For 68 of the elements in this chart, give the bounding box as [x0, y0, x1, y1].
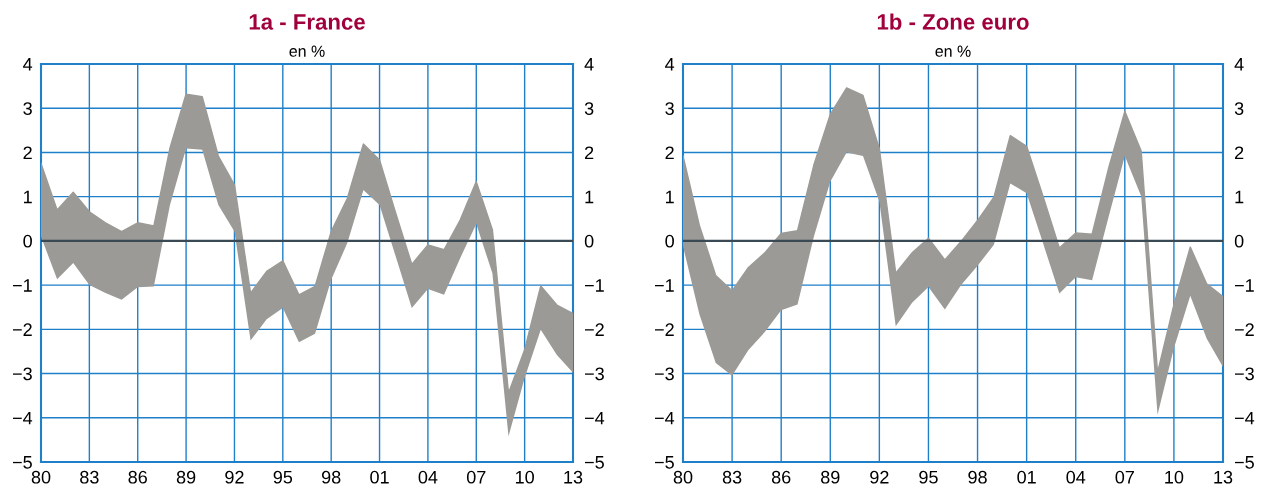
y-tick-label: 4: [23, 58, 33, 71]
x-tick-label: 89: [176, 470, 196, 484]
x-tick-label: 92: [870, 470, 889, 484]
y-tick-label: 4: [665, 58, 675, 71]
y-tick-label: 1: [24, 190, 32, 204]
x-tick-label: 04: [418, 470, 438, 484]
x-tick-label: 13: [564, 470, 583, 484]
y2-tick-label: −1: [585, 279, 604, 292]
x-tick-label: 04: [1066, 470, 1086, 484]
y-tick-label: 0: [23, 234, 32, 248]
x-tick-label: 92: [225, 470, 244, 484]
x-tick-label: 10: [1165, 470, 1184, 484]
x-tick-label: 95: [273, 470, 293, 484]
x-tick-label: 98: [321, 470, 341, 484]
y-tick-label: −4: [12, 411, 33, 425]
x-tick-label: 95: [919, 470, 938, 484]
chart-title: 1a - France: [249, 14, 365, 30]
x-tick-label: 86: [128, 470, 147, 484]
y-tick-label: 2: [665, 146, 674, 159]
x-tick-label: 13: [1214, 470, 1233, 484]
x-tick-label: 89: [821, 470, 840, 484]
y-tick-label: 3: [665, 102, 674, 115]
y-tick-label: −2: [654, 323, 674, 336]
y2-tick-label: 0: [584, 234, 594, 248]
y-tick-label: −4: [654, 411, 675, 425]
y2-tick-label: 2: [1235, 146, 1244, 159]
y-tick-label: −1: [654, 279, 674, 292]
y2-tick-label: −3: [1235, 367, 1254, 381]
x-tick-label: 80: [673, 470, 693, 484]
y2-tick-label: 2: [585, 146, 594, 159]
x-tick-label: 86: [771, 470, 791, 484]
x-tick-label: 83: [80, 470, 99, 484]
y2-tick-label: 3: [584, 102, 594, 115]
y2-tick-label: 4: [1234, 58, 1244, 71]
x-tick-label: 10: [515, 470, 534, 484]
x-tick-label: 80: [31, 470, 51, 484]
y-tick-label: −1: [12, 279, 32, 292]
x-tick-label: 83: [722, 470, 742, 484]
y2-tick-label: 1: [585, 190, 594, 204]
x-tick-label: 07: [466, 470, 486, 484]
y2-tick-label: 0: [1234, 234, 1244, 248]
y-tick-label: 0: [665, 234, 674, 248]
y2-tick-label: −4: [585, 411, 605, 425]
x-tick-label: 07: [1115, 470, 1134, 484]
y2-tick-label: 1: [1235, 190, 1244, 204]
chart-subtitle: en %: [289, 45, 325, 57]
x-tick-label: 01: [370, 470, 389, 484]
y-tick-label: 2: [23, 146, 32, 159]
y-tick-label: −3: [12, 367, 32, 381]
y2-tick-label: −5: [1235, 456, 1254, 469]
y2-tick-label: −3: [585, 367, 604, 381]
chart-title: 1b - Zone euro: [877, 13, 1029, 30]
chart-subtitle: en %: [935, 45, 971, 57]
y2-tick-label: 3: [1234, 102, 1244, 115]
y2-tick-label: −2: [585, 323, 604, 336]
y-tick-label: −2: [12, 323, 32, 336]
y-tick-label: −3: [654, 367, 674, 381]
y-tick-label: 1: [666, 190, 674, 204]
y2-tick-label: −1: [1235, 279, 1254, 292]
y2-tick-label: −4: [1235, 411, 1255, 425]
x-tick-label: 98: [968, 470, 987, 484]
y-tick-label: −5: [654, 456, 674, 469]
y2-tick-label: 4: [584, 58, 594, 71]
y-tick-label: −5: [12, 456, 32, 469]
x-tick-label: 01: [1017, 470, 1036, 484]
y2-tick-label: −2: [1235, 323, 1254, 336]
y-tick-label: 3: [23, 102, 32, 115]
y2-tick-label: −5: [585, 456, 604, 469]
